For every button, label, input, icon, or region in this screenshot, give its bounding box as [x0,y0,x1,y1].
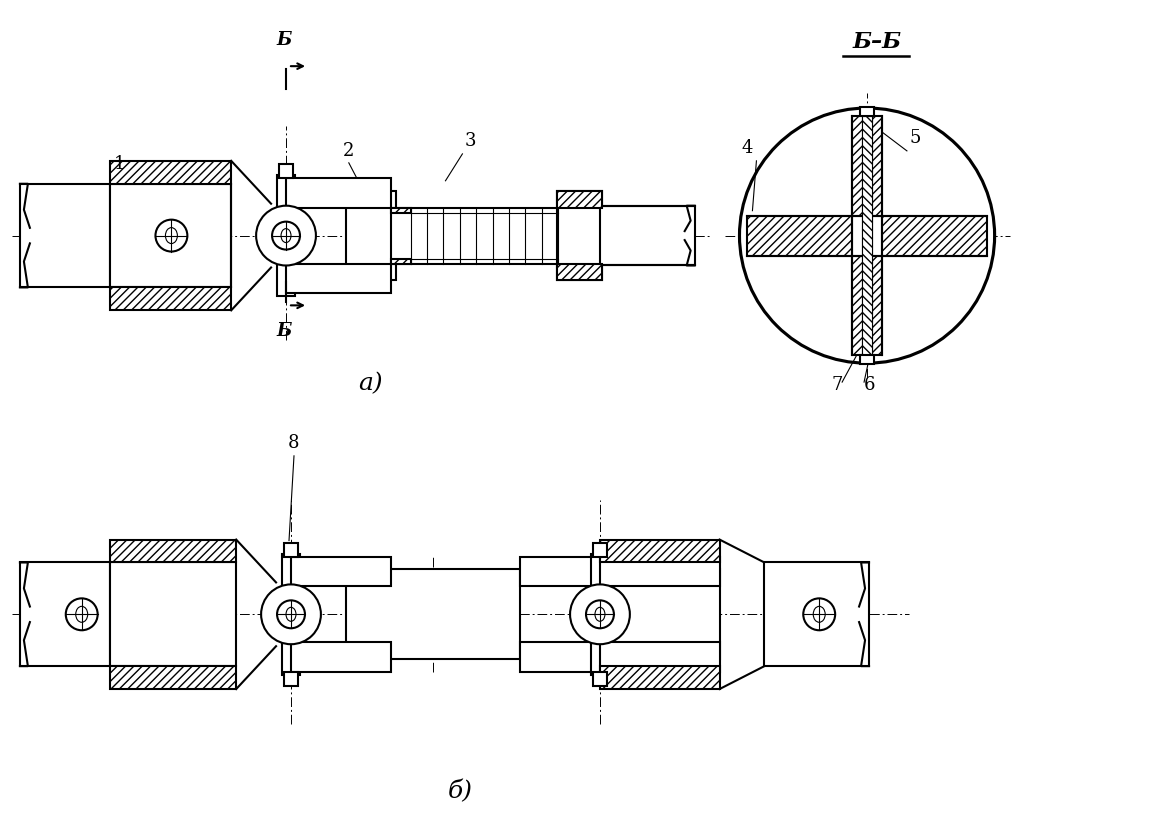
Bar [593,543,607,556]
Bar [600,206,695,266]
Bar [591,642,609,675]
Circle shape [571,584,630,644]
Polygon shape [109,666,236,689]
Bar [282,553,301,586]
Text: 7: 7 [831,376,843,394]
Circle shape [803,598,835,630]
Bar [284,672,298,686]
Polygon shape [852,116,882,215]
Text: 8: 8 [289,434,299,452]
Bar [109,562,236,666]
Bar [277,264,295,297]
Bar [346,570,520,659]
Bar [277,175,295,208]
Bar [20,184,109,288]
Bar [20,562,109,666]
Polygon shape [109,161,231,184]
Text: 6: 6 [863,376,875,394]
Bar [861,107,873,116]
Text: 3: 3 [465,132,477,150]
Bar [861,355,873,364]
Text: Б–Б: Б–Б [852,31,902,53]
Circle shape [261,584,321,644]
Text: 2: 2 [343,142,355,159]
Polygon shape [558,191,602,208]
Polygon shape [882,215,986,256]
Polygon shape [600,539,720,562]
Text: 5: 5 [909,129,920,147]
Text: Б: Б [276,322,291,340]
Bar [291,642,391,672]
Bar [391,208,565,264]
Text: 4: 4 [742,139,754,157]
Polygon shape [862,116,872,355]
Bar [593,672,607,686]
Circle shape [586,600,614,628]
Bar [279,164,294,178]
Circle shape [155,219,188,252]
Bar [558,191,602,280]
Circle shape [256,206,316,266]
Polygon shape [558,264,602,280]
Bar [600,570,720,659]
Bar [346,191,396,280]
Bar [286,264,391,293]
Text: 1: 1 [114,155,126,173]
Bar [520,556,600,586]
Bar [286,178,391,208]
Text: Б: Б [276,31,291,49]
Circle shape [66,598,97,630]
Bar [284,543,298,556]
Polygon shape [109,539,236,562]
Bar [600,556,720,586]
Polygon shape [600,666,720,689]
Circle shape [272,222,301,250]
Text: б): б) [448,780,473,804]
Polygon shape [109,288,231,311]
Bar [591,553,609,586]
Polygon shape [748,215,852,256]
Bar [600,642,720,672]
Polygon shape [391,258,411,264]
Circle shape [740,108,994,363]
Polygon shape [852,256,882,355]
Bar [291,556,391,586]
Bar [520,642,600,672]
Bar [282,642,301,675]
Circle shape [277,600,305,628]
Bar [764,562,869,666]
Polygon shape [391,208,411,213]
Text: а): а) [358,372,383,395]
Bar [109,184,231,288]
Bar [862,116,872,355]
